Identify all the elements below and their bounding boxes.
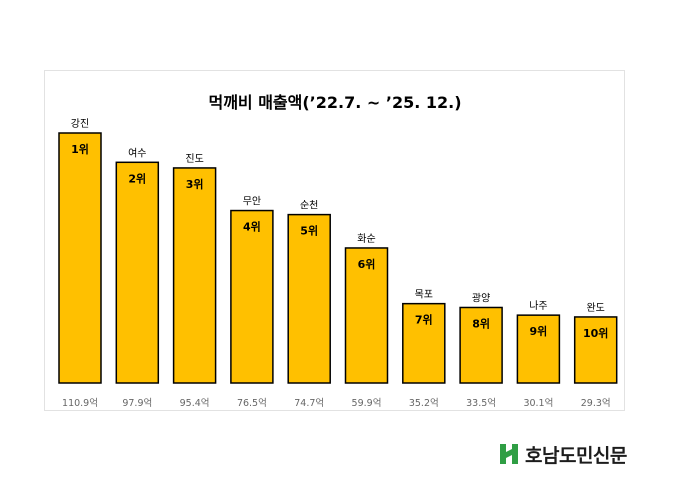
value-label: 29.3억 (581, 397, 611, 409)
chart-title: 먹깨비 매출액(’22.7. ~ ’25. 12.) (208, 93, 461, 112)
rank-label: 8위 (472, 317, 490, 330)
category-label: 강진 (71, 118, 89, 130)
bar (344, 247, 389, 384)
bars-group: 강진 1위 110.9억 여수 2위 97.9억 진도 3위 95.4억 무안 4위 76.5억 순천 5… (58, 118, 618, 409)
bar (58, 132, 102, 384)
bar (115, 161, 160, 384)
chart-container: 먹깨비 매출액(’22.7. ~ ’25. 12.) 강진 1위 110.9억 여수 2… (44, 70, 625, 411)
bar (516, 314, 561, 384)
category-label: 화순 (357, 233, 375, 245)
bar (573, 316, 618, 384)
rank-label: 3위 (186, 178, 204, 191)
bar (230, 209, 274, 384)
value-label: 30.1억 (523, 397, 553, 409)
category-label: 광양 (472, 292, 490, 304)
rank-label: 6위 (358, 258, 376, 271)
bar (402, 302, 446, 384)
category-label: 나주 (529, 300, 547, 312)
category-label: 목포 (415, 289, 433, 301)
value-label: 97.9억 (122, 397, 152, 409)
category-label: 완도 (586, 302, 604, 314)
value-label: 74.7억 (294, 397, 324, 409)
value-label: 35.2억 (409, 397, 439, 409)
category-label: 무안 (243, 196, 261, 208)
rank-label: 4위 (243, 221, 261, 234)
value-label: 33.5억 (466, 397, 496, 409)
category-label: 순천 (300, 200, 318, 212)
brand-watermark: 호남도민신문 (497, 440, 627, 468)
category-label: 여수 (128, 147, 146, 159)
value-label: 95.4억 (180, 397, 210, 409)
rank-label: 7위 (415, 314, 433, 327)
rank-label: 10위 (583, 327, 608, 340)
value-label: 76.5억 (237, 397, 267, 409)
bar (287, 213, 331, 384)
value-label: 110.9억 (62, 397, 98, 409)
brand-name: 호남도민신문 (525, 444, 627, 467)
hn-logo-icon (500, 444, 518, 464)
rank-label: 2위 (128, 172, 146, 185)
category-label: 진도 (185, 153, 203, 165)
rank-label: 5위 (300, 225, 318, 238)
rank-label: 9위 (530, 325, 548, 338)
bar (172, 167, 217, 384)
value-label: 59.9억 (352, 397, 382, 409)
bar (459, 306, 503, 384)
rank-label: 1위 (71, 143, 89, 156)
bar-chart: 먹깨비 매출액(’22.7. ~ ’25. 12.) 강진 1위 110.9억 여수 2… (58, 93, 618, 409)
